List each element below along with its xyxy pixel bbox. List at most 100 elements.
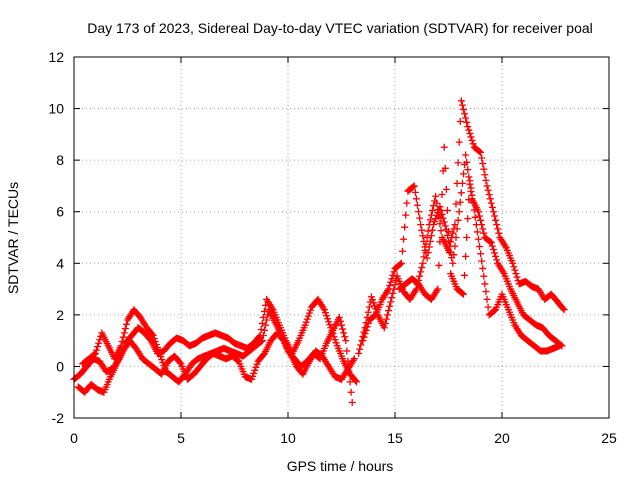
y-tick-label: 0 [56,358,64,374]
data-point [484,186,492,194]
data-point [492,252,500,260]
data-point [381,319,389,327]
data-point [441,222,449,230]
data-point [511,266,519,274]
data-point [435,261,443,269]
data-point [452,200,460,208]
data-point [402,211,410,219]
data-point [476,243,484,251]
data-point [252,363,260,371]
data-point [449,259,457,267]
data-point [251,366,259,374]
data-point [418,264,426,272]
data-point [457,97,465,105]
data-point [493,256,501,264]
data-point [425,243,433,251]
data-point [445,227,452,235]
data-point [465,126,473,134]
y-tick-label: -2 [52,410,65,426]
data-point [455,138,463,146]
data-point [488,242,496,250]
data-point [479,264,487,272]
data-point [345,368,353,376]
data-point [452,234,460,241]
data-point [390,268,398,276]
data-point [467,133,475,141]
data-point [464,166,472,174]
x-tick-label: 25 [601,430,617,446]
data-point [423,254,431,262]
y-tick-label: 12 [48,49,64,65]
data-point [367,293,375,301]
data-point [356,345,364,353]
data-point [338,321,345,329]
data-point [478,257,486,265]
data-point [158,356,166,364]
data-point [481,171,489,179]
data-point [386,282,394,290]
data-point [436,203,444,211]
data-point [306,306,314,314]
data-point [453,225,461,233]
data-point [362,326,370,334]
data-point [459,290,467,298]
data-point [430,221,438,229]
data-point [90,350,98,358]
data-point [417,268,425,276]
data-point [434,285,442,293]
data-point [466,177,474,185]
data-point [325,318,333,326]
data-point [387,278,395,286]
data-point [472,221,480,229]
data-point [417,221,425,229]
data-point [423,234,431,241]
data-point [119,333,127,341]
data-point [512,270,520,278]
data-point [360,333,368,341]
data-point [320,306,328,314]
data-point [384,311,392,319]
data-point [477,250,485,258]
data-point [486,195,494,203]
data-point [443,231,451,239]
data-point [437,227,445,235]
data-point [487,239,495,247]
data-point [426,237,434,245]
data-point [253,360,261,368]
data-point [344,357,352,365]
data-point [389,271,397,279]
data-point [364,308,372,316]
data-point [488,203,496,211]
data-point [426,216,434,224]
data-point [479,225,487,233]
data-point [321,309,329,317]
data-point [510,263,518,271]
data-point [458,179,466,187]
data-point [387,298,395,306]
data-point [445,237,452,245]
data-point [400,235,408,243]
data-point [467,184,475,192]
data-point [479,160,487,168]
data-point [433,199,441,207]
series-track-b [74,329,358,396]
data-point [556,342,564,350]
data-point [340,329,348,337]
data-point [469,199,477,207]
data-points [70,97,568,407]
data-point [348,399,356,407]
data-point [474,235,482,243]
data-point [509,259,517,267]
data-point [382,315,390,323]
data-point [352,378,360,386]
data-point [485,191,493,199]
data-point [396,260,404,268]
data-point [492,216,500,224]
data-point [471,213,479,221]
data-point [560,306,568,314]
data-point [463,158,471,166]
data-point [489,208,497,216]
data-point [152,341,160,349]
data-point [120,329,128,337]
data-point [438,191,446,199]
